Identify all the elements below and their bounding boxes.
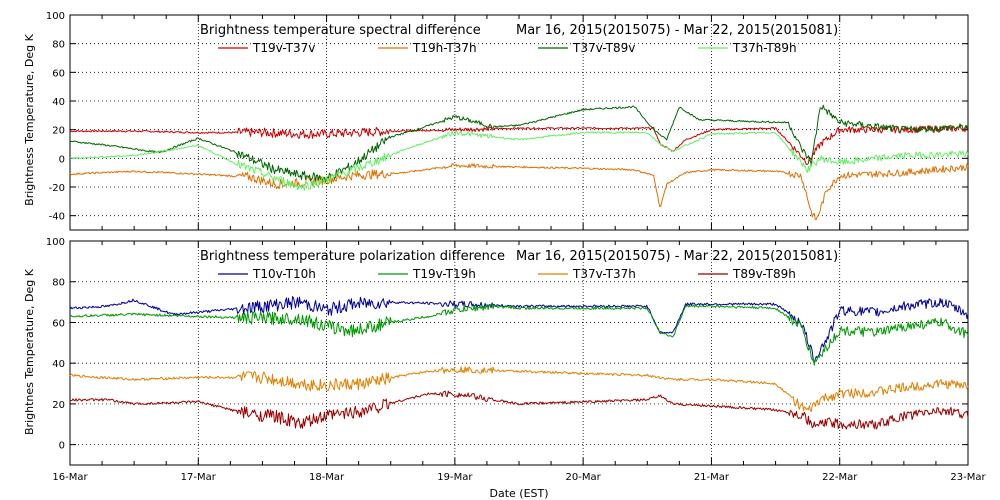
y-tick-label: 80 — [52, 278, 65, 289]
x-tick-label: 22-Mar — [822, 472, 858, 483]
x-tick-label: 23-Mar — [950, 472, 986, 483]
chart-title: Brightness temperature polarization diff… — [200, 249, 505, 264]
legend-label: T37h-T89h — [732, 41, 797, 55]
x-tick-label: 20-Mar — [566, 472, 602, 483]
y-tick-label: -40 — [49, 212, 65, 223]
chart-date-range: Mar 16, 2015(2015075) - Mar 22, 2015(201… — [516, 249, 838, 264]
y-tick-label: 20 — [52, 400, 65, 411]
y-tick-label: 40 — [52, 97, 65, 108]
series-line-T89v-T89h — [70, 390, 969, 430]
y-tick-label: 0 — [59, 441, 65, 452]
legend-label: T89v-T89h — [732, 267, 796, 281]
series-line-T19h-T37h — [69, 163, 969, 220]
y-axis-label: Brightness Temperature, Deg K — [23, 33, 36, 205]
x-tick-label: 19-Mar — [437, 472, 473, 483]
x-tick-label: 16-Mar — [52, 472, 88, 483]
legend-label: T19v-T19h — [412, 267, 476, 281]
y-tick-label: 80 — [52, 40, 65, 51]
y-tick-label: 100 — [46, 11, 65, 22]
y-tick-label: 0 — [59, 154, 65, 165]
series-line-T37v-T89v — [69, 104, 969, 183]
x-tick-label: 21-Mar — [694, 472, 730, 483]
plot-frame — [69, 240, 969, 466]
series-line-T19v-T19h — [69, 303, 969, 366]
panel-1: -40 -20 0 20 40 60 80 100 Brightness temperature… — [23, 11, 969, 231]
panel-2: 0 20 40 60 80 100 Brightness temperature polar… — [23, 237, 986, 500]
series-line-T19v-T37v — [69, 125, 969, 165]
x-tick-label: 18-Mar — [309, 472, 345, 483]
legend-label: T19v-T37v — [252, 41, 315, 55]
y-axis-label: Brightnes Temperature, Deg K — [23, 268, 36, 435]
legend-label: T37v-T89v — [572, 41, 635, 55]
series-line-T10v-T10h — [69, 296, 969, 363]
legend-label: T10v-T10h — [252, 267, 316, 281]
y-tick-label: 60 — [52, 318, 65, 329]
y-tick-label: 40 — [52, 359, 65, 370]
x-tick-label: 17-Mar — [181, 472, 217, 483]
chart-date-range: Mar 16, 2015(2015075) - Mar 22, 2015(201… — [516, 23, 838, 38]
series-line-T37v-T37h — [69, 366, 969, 412]
legend-label: T19h-T37h — [412, 41, 477, 55]
legend-label: T37v-T37h — [572, 267, 636, 281]
plot-frame — [69, 14, 969, 231]
y-tick-label: -20 — [49, 183, 65, 194]
y-tick-label: 20 — [52, 126, 65, 137]
series-line-T37h-T89h — [69, 130, 969, 191]
x-axis-label: Date (EST) — [489, 487, 548, 500]
y-tick-label: 100 — [46, 237, 65, 248]
chart-title: Brightness temperature spectral differen… — [200, 23, 481, 38]
y-tick-label: 60 — [52, 68, 65, 79]
